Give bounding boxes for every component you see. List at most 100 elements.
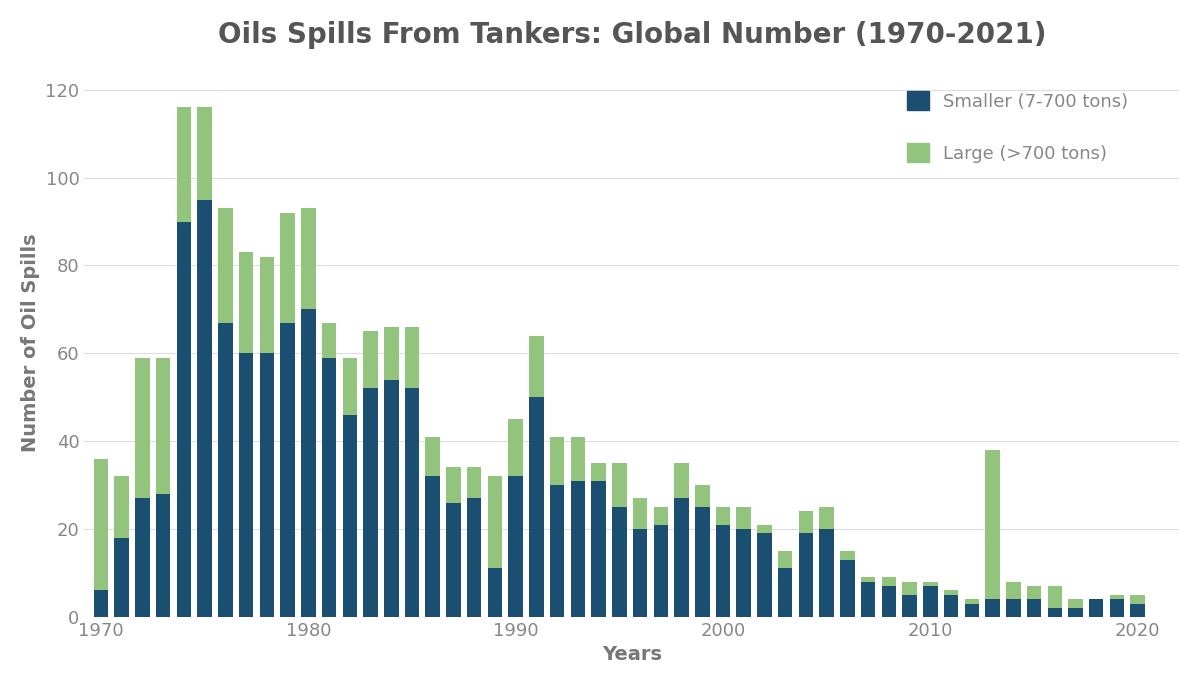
Bar — [695, 485, 709, 507]
Bar — [923, 582, 937, 586]
Bar — [1048, 608, 1062, 616]
Bar — [218, 208, 233, 323]
Bar — [446, 467, 461, 503]
Bar — [654, 525, 668, 616]
Y-axis label: Number of Oil Spills: Number of Oil Spills — [20, 233, 40, 451]
Bar — [342, 358, 358, 414]
X-axis label: Years: Years — [601, 645, 661, 664]
Bar — [902, 582, 917, 595]
Bar — [1110, 595, 1124, 599]
Bar — [1130, 603, 1145, 616]
Bar — [239, 252, 253, 353]
Bar — [1110, 599, 1124, 616]
Bar — [114, 538, 128, 616]
Bar — [820, 507, 834, 529]
Bar — [1068, 599, 1082, 608]
Bar — [301, 208, 316, 310]
Bar — [592, 481, 606, 616]
Bar — [840, 551, 854, 560]
Bar — [259, 257, 274, 353]
Bar — [985, 450, 1000, 599]
Bar — [467, 498, 481, 616]
Bar — [197, 199, 212, 616]
Bar — [156, 494, 170, 616]
Bar — [923, 586, 937, 616]
Bar — [322, 358, 336, 616]
Bar — [799, 512, 814, 534]
Bar — [446, 503, 461, 616]
Bar — [342, 414, 358, 616]
Bar — [176, 108, 191, 221]
Bar — [965, 599, 979, 603]
Bar — [301, 310, 316, 616]
Bar — [136, 358, 150, 498]
Bar — [715, 507, 731, 525]
Bar — [944, 590, 959, 595]
Bar — [94, 459, 108, 590]
Bar — [944, 595, 959, 617]
Bar — [384, 327, 398, 379]
Bar — [571, 481, 586, 616]
Bar — [1006, 599, 1020, 616]
Bar — [778, 569, 792, 616]
Bar — [281, 213, 295, 323]
Bar — [985, 599, 1000, 616]
Bar — [674, 463, 689, 498]
Bar — [239, 353, 253, 616]
Title: Oils Spills From Tankers: Global Number (1970-2021): Oils Spills From Tankers: Global Number … — [217, 21, 1046, 49]
Bar — [426, 437, 440, 476]
Bar — [612, 507, 626, 616]
Bar — [364, 388, 378, 616]
Bar — [571, 437, 586, 481]
Legend: Smaller (7-700 tons), Large (>700 tons): Smaller (7-700 tons), Large (>700 tons) — [898, 82, 1138, 172]
Bar — [529, 336, 544, 397]
Bar — [550, 437, 564, 485]
Bar — [799, 534, 814, 616]
Bar — [695, 507, 709, 616]
Bar — [965, 603, 979, 616]
Bar — [737, 529, 751, 616]
Bar — [384, 379, 398, 616]
Bar — [281, 323, 295, 616]
Bar — [218, 323, 233, 616]
Bar — [737, 507, 751, 529]
Bar — [509, 476, 523, 616]
Bar — [259, 353, 274, 616]
Bar — [860, 577, 876, 582]
Bar — [778, 551, 792, 569]
Bar — [509, 419, 523, 476]
Bar — [404, 388, 419, 616]
Bar — [176, 221, 191, 616]
Bar — [632, 498, 647, 529]
Bar — [114, 476, 128, 538]
Bar — [404, 327, 419, 388]
Bar — [529, 397, 544, 616]
Bar — [1006, 582, 1020, 599]
Bar — [592, 463, 606, 481]
Bar — [94, 590, 108, 616]
Bar — [1027, 599, 1042, 616]
Bar — [136, 498, 150, 616]
Bar — [840, 560, 854, 616]
Bar — [674, 498, 689, 616]
Bar — [1130, 595, 1145, 603]
Bar — [1068, 608, 1082, 616]
Bar — [487, 569, 502, 616]
Bar — [882, 577, 896, 586]
Bar — [1088, 599, 1104, 616]
Bar — [654, 507, 668, 525]
Bar — [902, 595, 917, 617]
Bar — [612, 463, 626, 507]
Bar — [1048, 586, 1062, 608]
Bar — [322, 323, 336, 358]
Bar — [820, 529, 834, 616]
Bar — [487, 476, 502, 569]
Bar — [467, 467, 481, 498]
Bar — [550, 485, 564, 616]
Bar — [1027, 586, 1042, 599]
Bar — [632, 529, 647, 616]
Bar — [715, 525, 731, 616]
Bar — [757, 525, 772, 534]
Bar — [882, 586, 896, 616]
Bar — [860, 582, 876, 616]
